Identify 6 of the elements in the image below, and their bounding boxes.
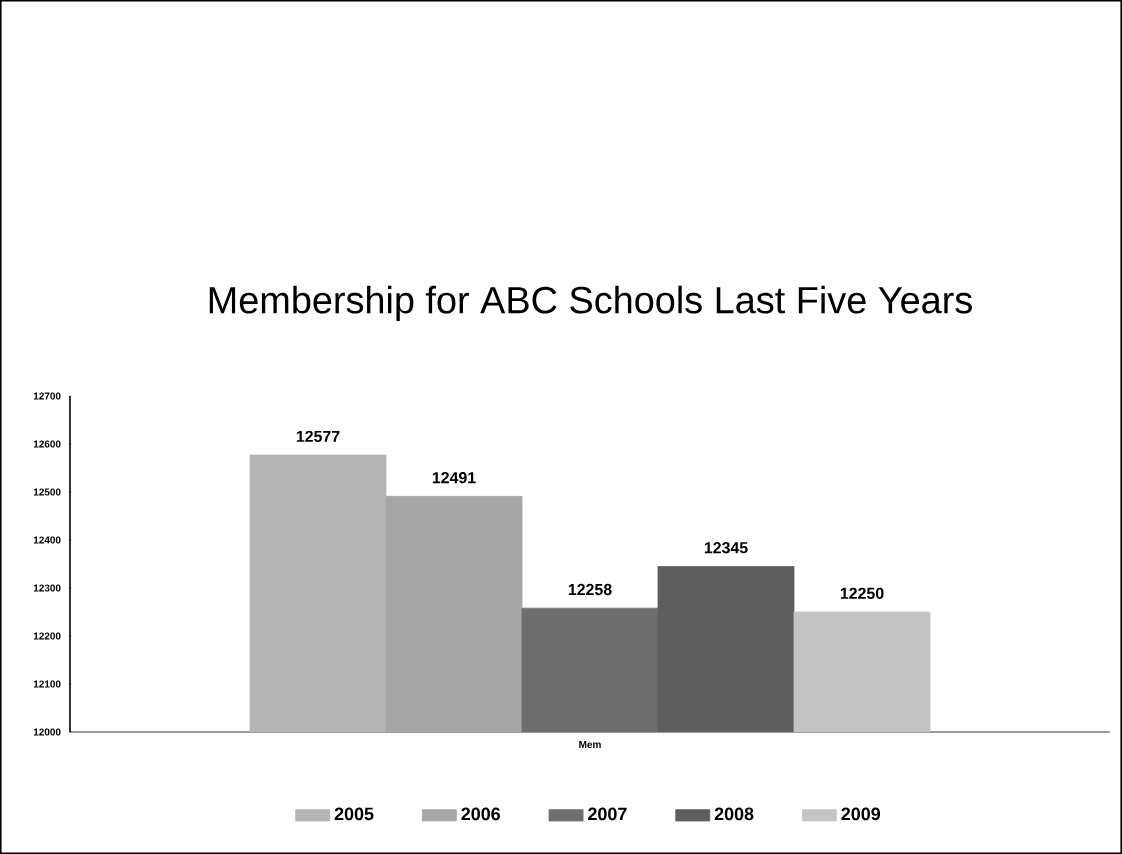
chart-title: Membership for ABC Schools Last Five Years [209,285,972,321]
legend-label: 2006 [461,807,501,821]
legend-label: 2005 [334,807,374,821]
legend-label: 2008 [714,807,754,821]
legend-label: 2009 [841,807,881,821]
legend-label: 2007 [588,807,627,821]
